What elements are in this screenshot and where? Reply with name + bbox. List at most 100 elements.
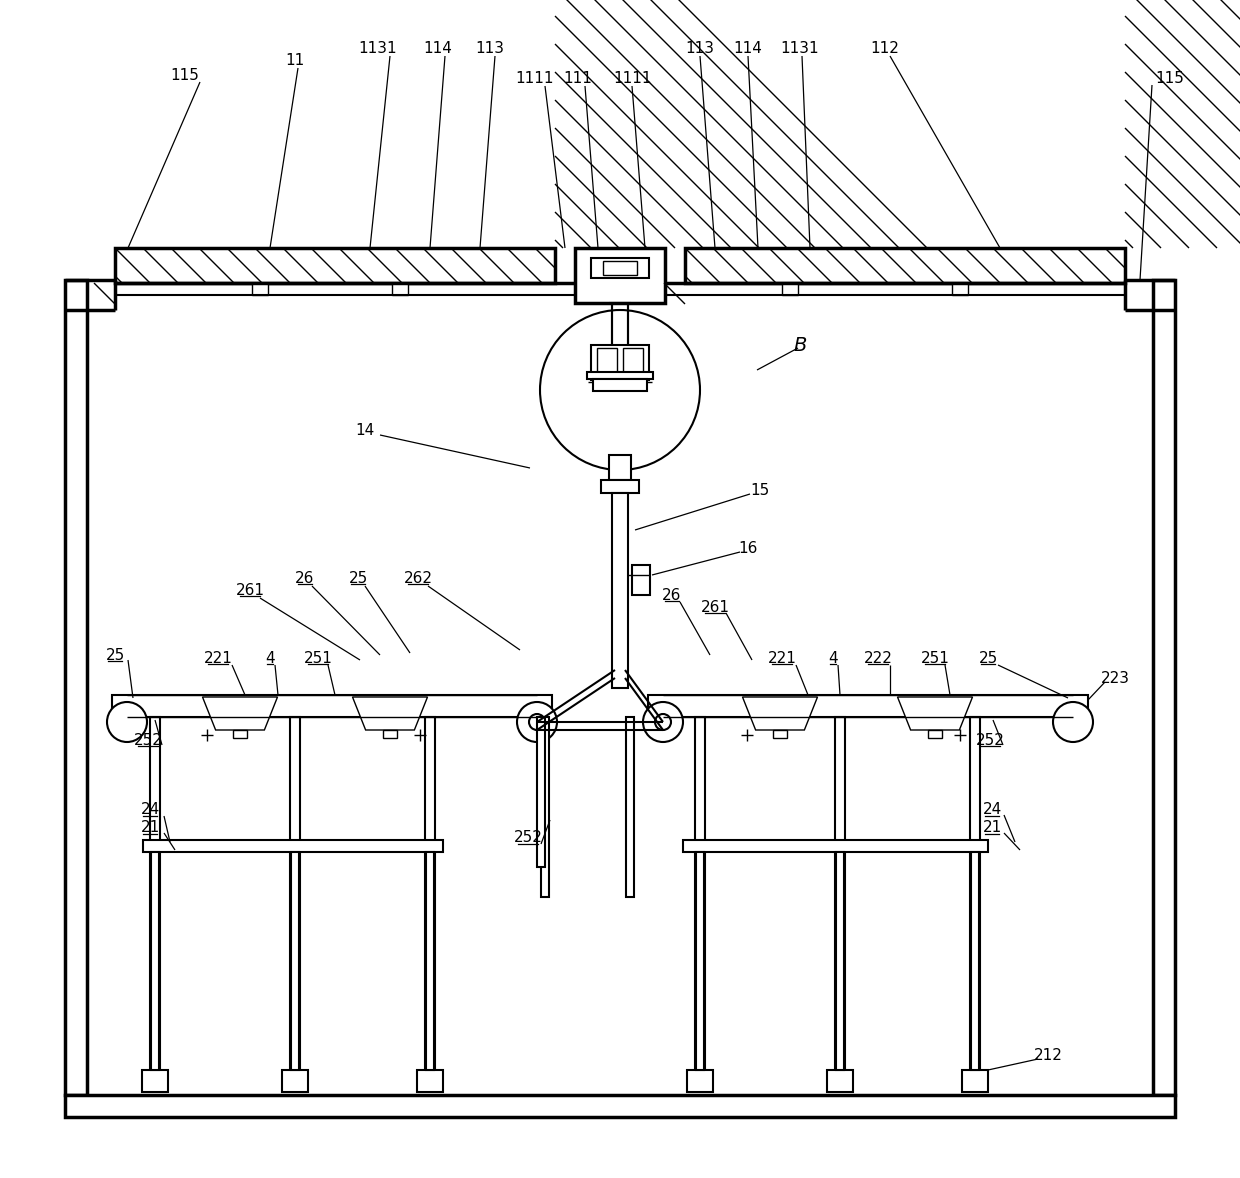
- Text: B: B: [794, 336, 807, 355]
- Bar: [694, 717, 706, 1070]
- Bar: [835, 717, 844, 1070]
- Text: 25: 25: [348, 570, 367, 585]
- Bar: [575, 249, 665, 303]
- Bar: [392, 283, 408, 294]
- Bar: [928, 730, 942, 737]
- Bar: [603, 262, 637, 274]
- Text: 1111: 1111: [516, 71, 554, 86]
- Text: 4: 4: [265, 650, 275, 666]
- Text: 115: 115: [1154, 71, 1184, 86]
- Bar: [591, 258, 649, 278]
- Bar: [115, 249, 556, 283]
- Text: 252: 252: [513, 830, 542, 846]
- Text: 111: 111: [563, 71, 593, 86]
- Bar: [112, 695, 552, 717]
- Bar: [233, 730, 247, 737]
- Bar: [150, 717, 160, 1070]
- Bar: [683, 840, 988, 852]
- Bar: [383, 730, 397, 737]
- Text: 16: 16: [738, 541, 758, 556]
- Text: 21: 21: [140, 821, 160, 835]
- Text: 26: 26: [662, 588, 682, 602]
- Circle shape: [539, 310, 701, 470]
- Text: 1131: 1131: [781, 40, 820, 55]
- Polygon shape: [898, 697, 972, 730]
- Text: 14: 14: [356, 423, 374, 437]
- Bar: [632, 565, 650, 595]
- Bar: [291, 852, 299, 1070]
- Text: 4: 4: [828, 650, 838, 666]
- Text: 252: 252: [976, 733, 1004, 748]
- Bar: [151, 852, 159, 1070]
- Text: 26: 26: [295, 570, 315, 585]
- Polygon shape: [352, 697, 428, 730]
- Bar: [626, 717, 634, 896]
- Text: 221: 221: [203, 650, 232, 666]
- Bar: [1153, 280, 1176, 1096]
- Bar: [143, 840, 443, 852]
- Bar: [962, 1070, 988, 1092]
- Bar: [587, 372, 653, 379]
- Circle shape: [529, 714, 546, 730]
- Bar: [591, 345, 649, 380]
- Text: 252: 252: [134, 733, 162, 748]
- Text: 115: 115: [171, 67, 200, 82]
- Bar: [782, 283, 799, 294]
- Text: 11: 11: [285, 53, 305, 67]
- Text: 25: 25: [105, 648, 125, 662]
- Bar: [64, 1096, 1176, 1117]
- Bar: [281, 1070, 308, 1092]
- Bar: [252, 283, 268, 294]
- Text: 261: 261: [701, 600, 729, 615]
- Text: 223: 223: [1101, 670, 1130, 686]
- Bar: [537, 717, 546, 867]
- Bar: [622, 348, 644, 372]
- Bar: [649, 695, 1087, 717]
- Text: 1111: 1111: [614, 71, 652, 86]
- Bar: [827, 1070, 853, 1092]
- Bar: [290, 717, 300, 1070]
- Bar: [613, 494, 627, 688]
- Text: 251: 251: [920, 650, 950, 666]
- Bar: [773, 730, 787, 737]
- Text: 251: 251: [304, 650, 332, 666]
- Bar: [970, 717, 980, 1070]
- Text: 114: 114: [734, 40, 763, 55]
- Bar: [601, 479, 639, 494]
- Bar: [64, 280, 87, 1096]
- Circle shape: [655, 714, 671, 730]
- Text: 25: 25: [978, 650, 998, 666]
- Circle shape: [517, 702, 557, 742]
- Bar: [836, 852, 844, 1070]
- Bar: [952, 283, 968, 294]
- Text: 221: 221: [768, 650, 796, 666]
- Bar: [684, 249, 1125, 283]
- Polygon shape: [202, 697, 278, 730]
- Text: 1131: 1131: [358, 40, 397, 55]
- Circle shape: [644, 702, 683, 742]
- Circle shape: [1053, 702, 1092, 742]
- Polygon shape: [743, 697, 817, 730]
- Text: 261: 261: [236, 582, 264, 597]
- Text: 21: 21: [982, 821, 1002, 835]
- Bar: [971, 852, 980, 1070]
- Bar: [143, 1070, 167, 1092]
- Text: 113: 113: [475, 40, 505, 55]
- Bar: [596, 348, 618, 372]
- Text: 24: 24: [982, 802, 1002, 818]
- Bar: [541, 717, 549, 896]
- Bar: [687, 1070, 713, 1092]
- Text: 112: 112: [870, 40, 899, 55]
- Bar: [427, 852, 434, 1070]
- Circle shape: [107, 702, 148, 742]
- Text: 113: 113: [686, 40, 714, 55]
- Text: 212: 212: [1034, 1047, 1063, 1063]
- Text: 24: 24: [140, 802, 160, 818]
- Bar: [696, 852, 704, 1070]
- Bar: [425, 717, 435, 1070]
- Bar: [593, 379, 647, 391]
- Text: 262: 262: [403, 570, 433, 585]
- Bar: [609, 455, 631, 479]
- Text: 222: 222: [863, 650, 893, 666]
- Text: 15: 15: [750, 483, 770, 497]
